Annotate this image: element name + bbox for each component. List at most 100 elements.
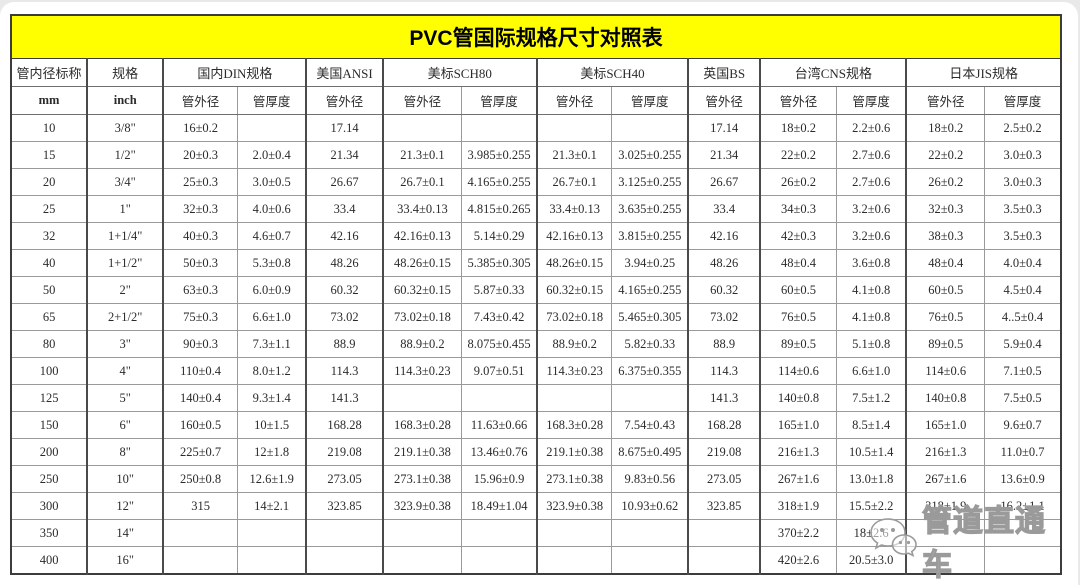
table-row: 400 16" 420±2.6 20.5±3.0 xyxy=(10,546,1062,575)
table-cell: 168.3±0.28 xyxy=(381,411,463,439)
sub-header-1: inch xyxy=(86,86,164,115)
table-cell: 32 xyxy=(10,222,88,250)
sub-header-2: 管外径 xyxy=(162,86,238,115)
table-cell: 2" xyxy=(86,276,164,304)
table-cell: 141.3 xyxy=(687,384,761,412)
table-cell: 3.2±0.6 xyxy=(835,222,907,250)
table-cell: 21.3±0.1 xyxy=(535,141,613,169)
table-cell: 6.6±1.0 xyxy=(835,357,907,385)
table-cell: 18±0.2 xyxy=(759,114,837,142)
table-cell: 22±0.2 xyxy=(759,141,837,169)
table-cell: 250 xyxy=(10,465,88,493)
table-cell: 16.2±1.1 xyxy=(984,492,1062,520)
table-cell: 5.1±0.8 xyxy=(835,330,907,358)
table-cell xyxy=(984,546,1062,575)
table-cell: 9.3±1.4 xyxy=(236,384,307,412)
table-cell xyxy=(162,546,238,575)
sub-header-5: 管外径 xyxy=(381,86,463,115)
table-row: 125 5" 140±0.4 9.3±1.4 141.3 141.3 140±0.8 7.5±… xyxy=(10,384,1062,412)
table-cell: 88.9±0.2 xyxy=(535,330,613,358)
table-cell: 12" xyxy=(86,492,164,520)
table-cell: 323.9±0.38 xyxy=(535,492,613,520)
table-cell xyxy=(687,519,761,547)
group-header-7: 台湾CNS规格 xyxy=(759,58,907,87)
table-cell: 4.1±0.8 xyxy=(835,303,907,331)
table-cell: 4.0±0.4 xyxy=(984,249,1062,277)
table-cell: 5.9±0.4 xyxy=(984,330,1062,358)
table-cell: 13.6±0.9 xyxy=(984,465,1062,493)
table-cell: 1+1/4" xyxy=(86,222,164,250)
table-cell: 323.9±0.38 xyxy=(381,492,463,520)
table-cell: 3/8" xyxy=(86,114,164,142)
table-cell: 73.02 xyxy=(687,303,761,331)
table-cell: 5.87±0.33 xyxy=(461,276,538,304)
table-cell xyxy=(461,114,538,142)
table-cell: 2+1/2" xyxy=(86,303,164,331)
table-cell: 114±0.6 xyxy=(759,357,837,385)
table-cell: 168.28 xyxy=(687,411,761,439)
table-cell: 5.14±0.29 xyxy=(461,222,538,250)
sub-header-13: 管厚度 xyxy=(984,86,1062,115)
table-row: 300 12" 315 14±2.1 323.85 323.9±0.38 18.49±1.0… xyxy=(10,492,1062,520)
table-cell: 48.26±0.15 xyxy=(535,249,613,277)
table-cell: 9.6±0.7 xyxy=(984,411,1062,439)
table-cell: 33.4±0.13 xyxy=(535,195,613,223)
table-cell: 168.3±0.28 xyxy=(535,411,613,439)
table-cell: 76±0.5 xyxy=(905,303,986,331)
table-cell: 11.0±0.7 xyxy=(984,438,1062,466)
table-cell: 5.82±0.33 xyxy=(611,330,689,358)
table-cell: 60±0.5 xyxy=(905,276,986,304)
table-cell xyxy=(611,384,689,412)
table-cell: 140±0.8 xyxy=(759,384,837,412)
table-cell: 323.85 xyxy=(305,492,384,520)
table-cell: 7.5±1.2 xyxy=(835,384,907,412)
table-cell: 60±0.5 xyxy=(759,276,837,304)
table-cell: 14" xyxy=(86,519,164,547)
pvc-spec-table: PVC管国际规格尺寸对照表 管内径标称 规格 国内DIN规格 美国ANSI 美标SCH8… xyxy=(10,14,1062,575)
table-row: 80 3" 90±0.3 7.3±1.1 88.9 88.9±0.2 8.075±0.455… xyxy=(10,330,1062,358)
table-cell xyxy=(236,519,307,547)
table-cell: 4.165±0.255 xyxy=(461,168,538,196)
table-cell: 50 xyxy=(10,276,88,304)
table-cell: 114.3±0.23 xyxy=(381,357,463,385)
table-cell xyxy=(905,546,986,575)
table-cell xyxy=(535,519,613,547)
table-cell xyxy=(905,519,986,547)
table-cell: 3.0±0.3 xyxy=(984,141,1062,169)
table-cell: 10 xyxy=(10,114,88,142)
table-cell: 89±0.5 xyxy=(905,330,986,358)
table-row: 25 1" 32±0.3 4.0±0.6 33.4 33.4±0.13 4.815±0.26… xyxy=(10,195,1062,223)
table-cell: 89±0.5 xyxy=(759,330,837,358)
table-cell: 400 xyxy=(10,546,88,575)
table-cell: 315 xyxy=(162,492,238,520)
sub-header-4: 管外径 xyxy=(305,86,384,115)
table-cell xyxy=(381,384,463,412)
table-cell xyxy=(162,519,238,547)
table-cell: 2.0±0.4 xyxy=(236,141,307,169)
table-cell: 318±1.9 xyxy=(759,492,837,520)
sub-header-12: 管外径 xyxy=(905,86,986,115)
table-cell: 165±1.0 xyxy=(905,411,986,439)
table-cell: 216±1.3 xyxy=(905,438,986,466)
table-cell: 18±0.2 xyxy=(905,114,986,142)
table-cell: 219.1±0.38 xyxy=(535,438,613,466)
table-cell: 50±0.3 xyxy=(162,249,238,277)
table-cell: 7.54±0.43 xyxy=(611,411,689,439)
sub-header-8: 管厚度 xyxy=(611,86,689,115)
table-cell: 3.635±0.255 xyxy=(611,195,689,223)
table-cell: 12±1.8 xyxy=(236,438,307,466)
table-cell: 110±0.4 xyxy=(162,357,238,385)
table-cell: 22±0.2 xyxy=(905,141,986,169)
table-cell: 40 xyxy=(10,249,88,277)
table-cell: 4" xyxy=(86,357,164,385)
table-cell: 26±0.2 xyxy=(759,168,837,196)
table-cell: 73.02±0.18 xyxy=(381,303,463,331)
table-row: 50 2" 63±0.3 6.0±0.9 60.32 60.32±0.15 5.87±0.3… xyxy=(10,276,1062,304)
group-header-1: 规格 xyxy=(86,58,164,87)
table-cell: 15.96±0.9 xyxy=(461,465,538,493)
table-cell: 250±0.8 xyxy=(162,465,238,493)
table-cell: 42.16±0.13 xyxy=(535,222,613,250)
group-header-4: 美标SCH80 xyxy=(381,58,538,87)
table-cell: 26.67 xyxy=(687,168,761,196)
table-cell xyxy=(611,519,689,547)
